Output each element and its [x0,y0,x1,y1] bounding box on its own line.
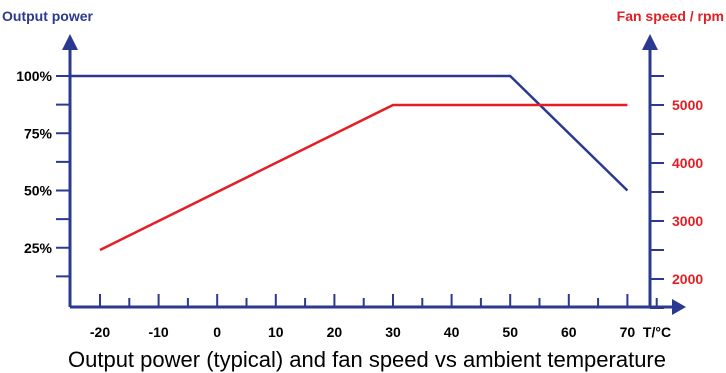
x-tick-label: -20 [90,324,110,340]
fan-speed-line [99,103,628,252]
y-right-ticks: 2000 3000 4000 5000 [650,75,703,309]
y-left-ticks: 25% 50% 75% 100% [16,68,70,278]
x-tick-label: 20 [327,324,343,340]
output-power-line [70,74,629,192]
y-left-tick-label: 100% [16,68,52,84]
y-right-tick-label: 4000 [672,155,703,171]
y-right-axis-arrow [642,34,658,50]
x-tick-label: 0 [213,324,221,340]
y-left-axis-arrow [62,34,78,50]
y-left-axis-label: Output power [2,8,94,24]
y-left-tick-label: 50% [24,183,53,199]
y-left-tick-label: 75% [24,125,53,141]
x-tick-label: 30 [385,324,401,340]
series-lines [70,74,629,252]
x-tick-label: 40 [444,324,460,340]
x-tick-label: 10 [268,324,284,340]
y-right-tick-label: 2000 [672,271,703,287]
y-right-axis-label: Fan speed / rpm [617,8,724,24]
x-tick-label: 60 [561,324,577,340]
chart-title: Output power (typical) and fan speed vs … [68,347,666,372]
y-left-tick-label: 25% [24,240,53,256]
y-right-tick-label: 3000 [672,213,703,229]
x-tick-label: 70 [620,324,636,340]
x-axis-arrow [672,299,686,315]
x-ticks: -20 -10 0 10 20 30 40 50 60 70 [90,294,658,340]
x-tick-label: -10 [148,324,168,340]
x-axis-label: T/°C [643,324,671,340]
x-tick-label: 50 [502,324,518,340]
y-right-tick-label: 5000 [672,97,703,113]
